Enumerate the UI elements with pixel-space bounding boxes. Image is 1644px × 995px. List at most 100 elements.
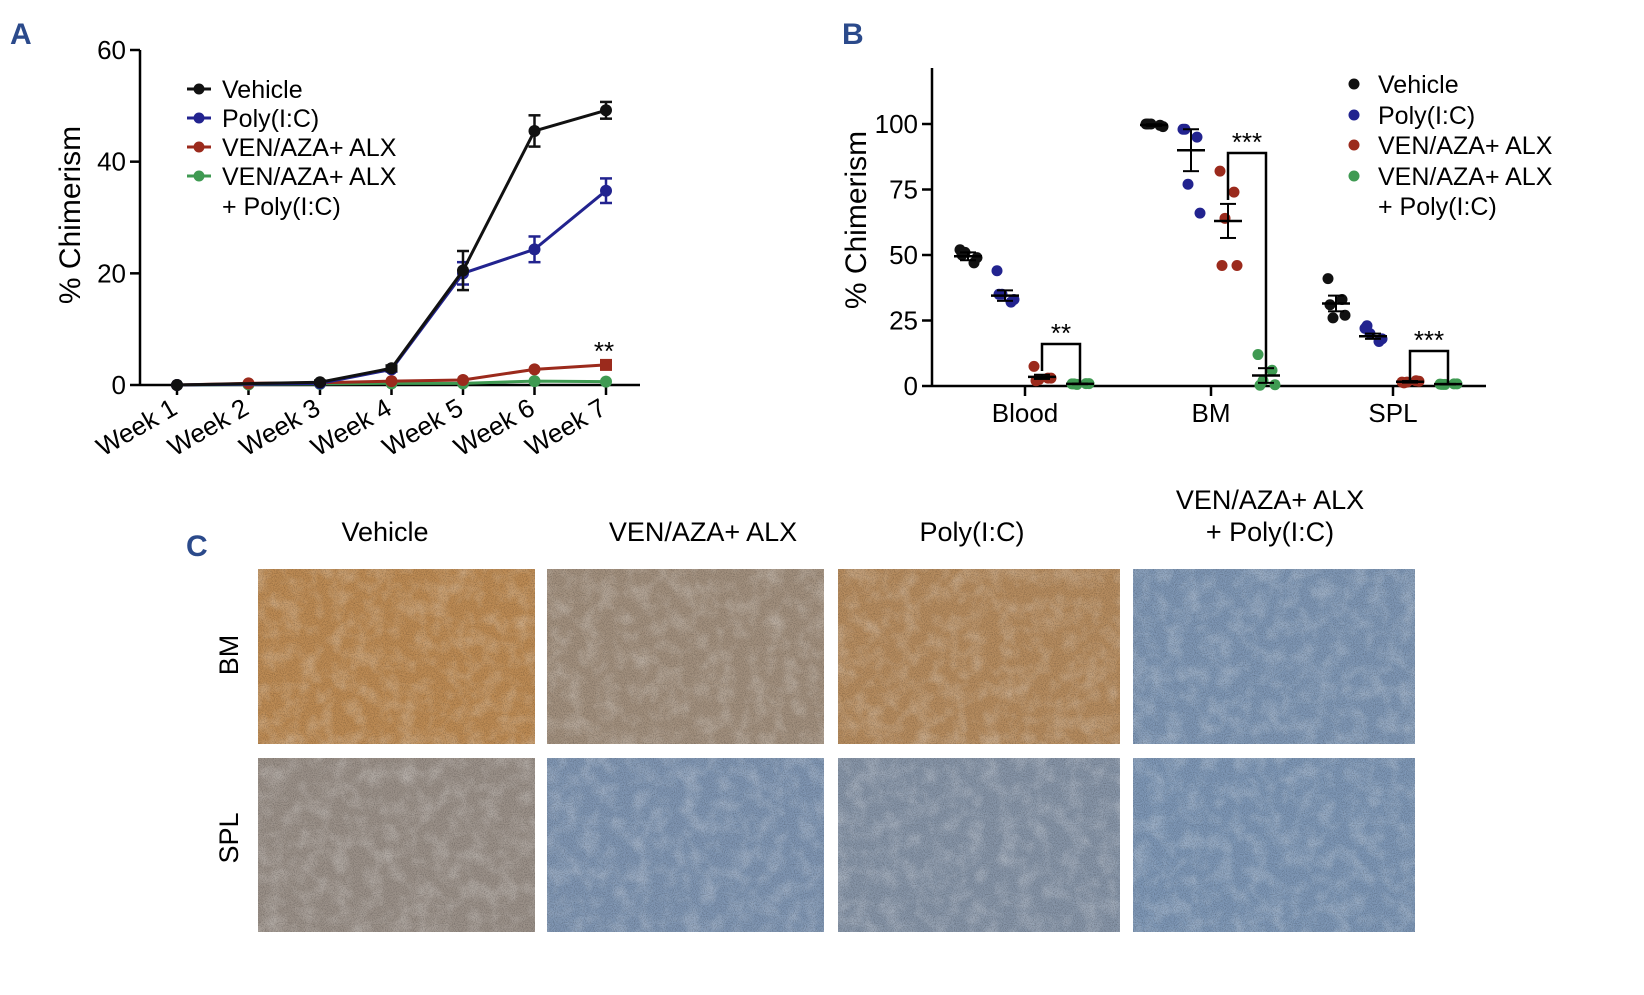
chart-b-y-tick-label: 0 — [904, 371, 918, 401]
panel-c-column-label-line: Vehicle — [341, 517, 428, 547]
chart-b-point — [1252, 349, 1264, 361]
chart-a-point — [600, 104, 612, 117]
panel-c-image-texture-dark — [1133, 569, 1415, 744]
chart-b-point — [1191, 131, 1203, 143]
panel-c-column-label: VEN/AZA+ ALX + Poly(I:C) — [1176, 485, 1364, 547]
chart-b-significance-label: *** — [1414, 325, 1444, 355]
chart-b-point — [1324, 299, 1336, 311]
chart-a-legend-label-line: Poly(I:C) — [222, 105, 319, 133]
chart-a-point — [528, 243, 541, 256]
chart-b-legend-swatch — [1348, 170, 1360, 182]
panel-c-row-label: BM — [214, 635, 244, 676]
chart-b-y-axis-label: % Chimerism — [840, 131, 873, 309]
chart-a-x-tick-label: Week 4 — [306, 392, 397, 462]
chart-b-legend-swatch — [1348, 139, 1360, 151]
chart-b-y-tick-label: 25 — [889, 306, 918, 336]
chart-b-point — [956, 249, 968, 261]
panel-c-image-texture-dark — [838, 569, 1120, 744]
chart-b-legend-label-line: Poly(I:C) — [1378, 102, 1475, 130]
panel-c-image-texture-dark — [258, 569, 535, 744]
chart-a-legend-swatch-marker — [193, 83, 205, 95]
chart-b-point — [1231, 259, 1243, 271]
chart-a-y-tick-label: 40 — [97, 147, 126, 177]
chart-b-point — [1194, 207, 1206, 219]
panel-c-column-label-line: VEN/AZA+ ALX — [1176, 485, 1364, 515]
chart-b-point — [1214, 165, 1226, 177]
chart-b-x-tick-label: BM — [1192, 398, 1231, 428]
chart-a-x-tick-label: Week 2 — [163, 392, 254, 462]
chart-b-legend-label-line: VEN/AZA+ ALX — [1378, 163, 1553, 191]
chart-b-y-tick-label: 75 — [889, 175, 918, 205]
chart-b-point — [1182, 178, 1194, 190]
panel-label-a: A — [10, 18, 32, 51]
chart-b-x-tick-label: Blood — [992, 398, 1059, 428]
chart-b-legend-label: Poly(I:C) — [1378, 102, 1475, 130]
chart-b-point — [1269, 379, 1281, 391]
chart-a-legend-label: VEN/AZA+ ALX + Poly(I:C) — [222, 163, 397, 221]
chart-a-significance-label: ** — [594, 336, 614, 366]
panel-label-b: B — [842, 18, 864, 51]
chart-a-legend-swatch-marker — [193, 112, 205, 124]
chart-b-point — [991, 265, 1003, 277]
panel-c-histology-image — [547, 569, 824, 744]
panel-c-image-texture-dark — [547, 569, 824, 744]
panel-c-column-label: Vehicle — [341, 517, 428, 547]
panel-c-histology-image — [258, 758, 535, 932]
chart-b-y-tick-label: 50 — [889, 240, 918, 270]
chart-a-x-tick-label: Week 3 — [234, 392, 325, 462]
chart-b-legend-label: VEN/AZA+ ALX + Poly(I:C) — [1378, 163, 1553, 221]
chart-a-legend-label-line: VEN/AZA+ ALX — [222, 134, 397, 162]
panel-c-histology-image — [1133, 758, 1415, 932]
chart-a-y-axis-label: % Chimerism — [54, 126, 87, 304]
chart-a-x-tick-label: Week 5 — [377, 392, 468, 462]
chart-a-y-tick-label: 20 — [97, 258, 126, 288]
chart-a-x-tick-label: Week 1 — [91, 392, 182, 462]
panel-c-column-label-line: + Poly(I:C) — [1206, 517, 1334, 547]
chart-a-series: ** — [171, 100, 614, 391]
chart-a-series-line — [176, 108, 607, 387]
chart-b-legend-swatch — [1348, 109, 1360, 121]
chart-b-point — [1322, 273, 1334, 285]
chart-a-legend-swatch-marker — [193, 170, 205, 182]
chart-b-significance-bracket — [1408, 349, 1450, 383]
chart-a-y-tick-label: 0 — [112, 370, 126, 400]
panel-c-image-texture-dark — [1133, 758, 1415, 932]
chart-a-legend-label: Vehicle — [222, 76, 303, 104]
chart-b-point — [1228, 186, 1240, 198]
chart-b-point — [1361, 320, 1373, 332]
chart-b-significance-bracket — [1040, 342, 1082, 383]
chart-b-point — [1028, 360, 1040, 372]
chart-a-legend-label: Poly(I:C) — [222, 105, 319, 133]
chart-b-legend-label-line: VEN/AZA+ ALX — [1378, 132, 1553, 160]
chart-b-significance-bracket — [1226, 151, 1268, 378]
chart-a-legend-label-line: VEN/AZA+ ALX — [222, 163, 397, 191]
panel-c-image-texture-dark — [258, 758, 535, 932]
chart-b-point — [1254, 379, 1266, 391]
panel-c-image-texture-dark — [838, 758, 1120, 932]
chart-b-legend-label: Vehicle — [1378, 71, 1459, 99]
chart-a-point — [600, 184, 612, 197]
chart-a-point — [171, 379, 183, 391]
panel-c-histology-image — [258, 569, 535, 744]
chart-b-point — [1327, 312, 1339, 324]
chart-a-point — [528, 124, 541, 137]
panel-label-c: C — [186, 530, 208, 563]
chart-b-point — [1216, 259, 1228, 271]
chart-b-point — [1339, 309, 1351, 321]
chart-b-legend-swatch — [1348, 78, 1360, 90]
chart-a-point — [457, 373, 469, 386]
chart-b-point — [971, 252, 983, 264]
chart-a-legend-label-line: Vehicle — [222, 76, 303, 104]
chart-a-point — [385, 362, 398, 375]
chart-a-point — [600, 358, 612, 371]
chart-a-legend-swatch-marker — [193, 141, 205, 153]
chart-b-axes: 0 25 50 75 100 Blood BM SPL — [875, 68, 1486, 428]
chart-a-y-tick-label: 60 — [97, 35, 126, 65]
panel-c-column-label: VEN/AZA+ ALX — [609, 517, 797, 547]
chart-a-x-tick-label: Week 7 — [520, 392, 611, 462]
panel-c-column-label: Poly(I:C) — [919, 517, 1024, 547]
